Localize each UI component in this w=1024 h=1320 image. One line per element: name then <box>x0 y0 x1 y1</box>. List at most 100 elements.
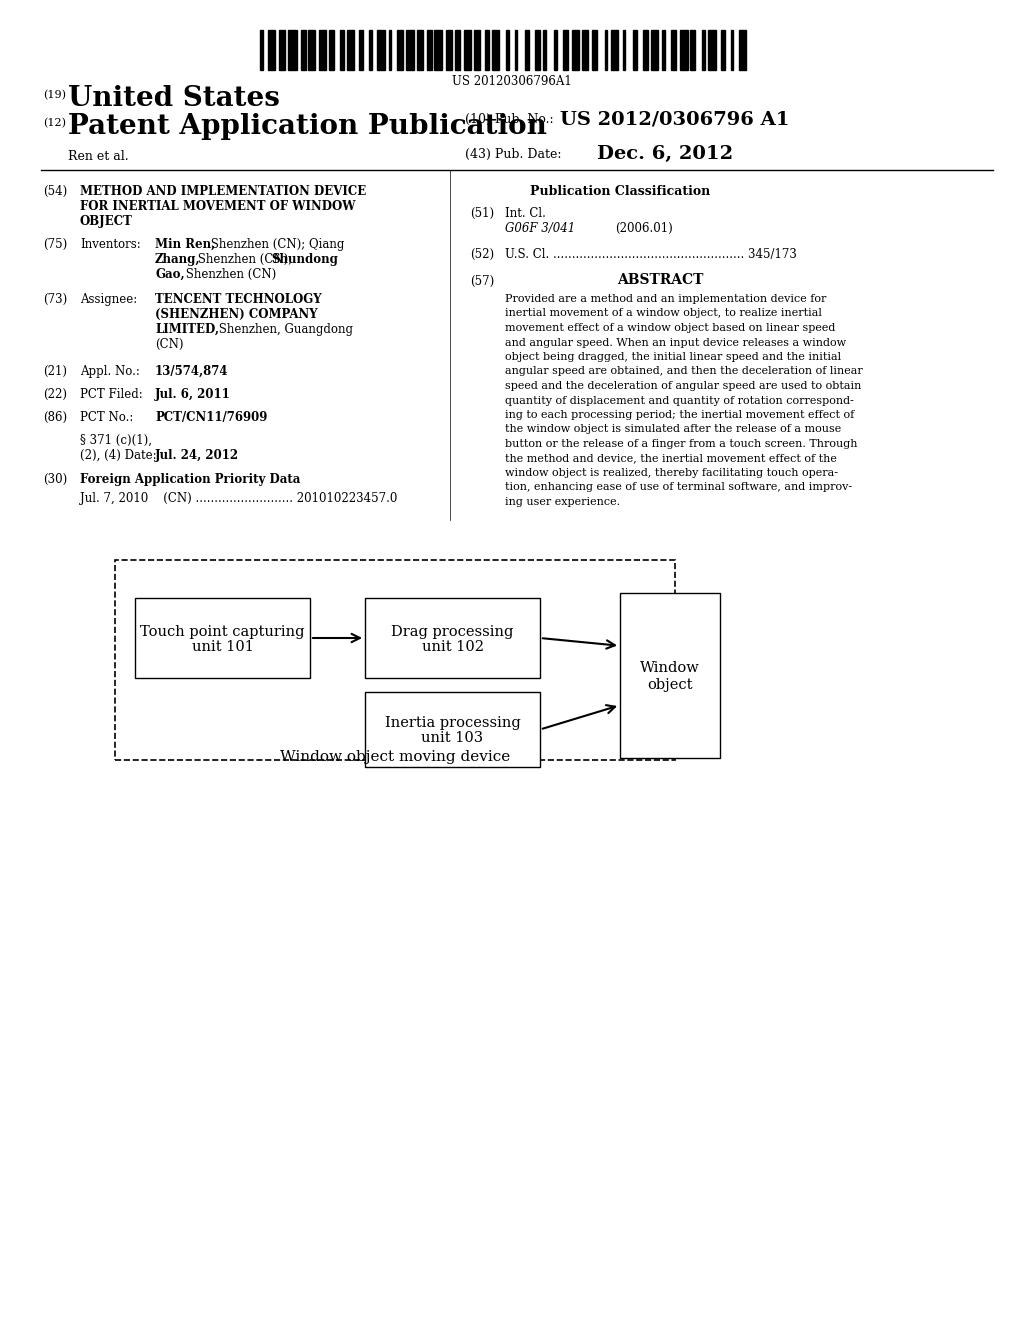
Text: (2006.01): (2006.01) <box>615 222 673 235</box>
Text: § 371 (c)(1),: § 371 (c)(1), <box>80 434 152 447</box>
Text: Gao,: Gao, <box>155 268 184 281</box>
Text: G06F 3/041: G06F 3/041 <box>505 222 575 235</box>
Bar <box>671 30 676 70</box>
Text: (52): (52) <box>470 248 495 261</box>
Text: the method and device, the inertial movement effect of the: the method and device, the inertial move… <box>505 454 837 463</box>
Text: window object is realized, thereby facilitating touch opera-: window object is realized, thereby facil… <box>505 469 838 478</box>
Text: speed and the deceleration of angular speed are used to obtain: speed and the deceleration of angular sp… <box>505 381 861 391</box>
Text: (73): (73) <box>43 293 68 306</box>
Text: Window object moving device: Window object moving device <box>280 750 510 764</box>
Bar <box>417 30 423 70</box>
Text: (54): (54) <box>43 185 68 198</box>
Bar <box>445 30 453 70</box>
Bar <box>474 30 480 70</box>
Text: (22): (22) <box>43 388 67 401</box>
Bar <box>377 30 385 70</box>
Bar <box>721 30 725 70</box>
Bar <box>455 30 460 70</box>
Bar <box>359 30 364 70</box>
Text: Jul. 7, 2010    (CN) .......................... 201010223457.0: Jul. 7, 2010 (CN) ......................… <box>80 492 397 506</box>
Text: ing user experience.: ing user experience. <box>505 498 621 507</box>
Text: Appl. No.:: Appl. No.: <box>80 366 140 378</box>
Bar <box>690 30 695 70</box>
Text: FOR INERTIAL MOVEMENT OF WINDOW: FOR INERTIAL MOVEMENT OF WINDOW <box>80 201 355 213</box>
Bar <box>464 30 471 70</box>
Text: METHOD AND IMPLEMENTATION DEVICE: METHOD AND IMPLEMENTATION DEVICE <box>80 185 367 198</box>
Bar <box>427 30 432 70</box>
Bar <box>663 30 665 70</box>
Text: Int. Cl.: Int. Cl. <box>505 207 546 220</box>
Text: United States: United States <box>68 84 280 112</box>
Bar <box>365 692 540 767</box>
Bar <box>571 30 580 70</box>
Text: Inventors:: Inventors: <box>80 238 140 251</box>
Text: U.S. Cl. ................................................... 345/173: U.S. Cl. ...............................… <box>505 248 797 261</box>
Text: (30): (30) <box>43 473 68 486</box>
Text: Shenzhen (CN): Shenzhen (CN) <box>182 268 276 281</box>
Text: (86): (86) <box>43 411 68 424</box>
Text: Shenzhen, Guangdong: Shenzhen, Guangdong <box>215 323 353 337</box>
Bar <box>340 30 344 70</box>
Text: PCT No.:: PCT No.: <box>80 411 133 424</box>
Bar <box>514 30 517 70</box>
Text: Shundong: Shundong <box>271 253 338 267</box>
Text: (51): (51) <box>470 207 495 220</box>
Bar <box>329 30 334 70</box>
Bar <box>267 30 275 70</box>
Bar <box>643 30 648 70</box>
Bar <box>434 30 442 70</box>
Bar <box>623 30 626 70</box>
Text: Ren et al.: Ren et al. <box>68 150 129 162</box>
Text: Inertia processing: Inertia processing <box>385 717 520 730</box>
Text: Min Ren,: Min Ren, <box>155 238 215 251</box>
Text: Jul. 6, 2011: Jul. 6, 2011 <box>155 388 230 401</box>
Text: Publication Classification: Publication Classification <box>529 185 710 198</box>
Text: Window: Window <box>640 661 699 676</box>
Text: (21): (21) <box>43 366 67 378</box>
Bar <box>397 30 402 70</box>
Text: (10) Pub. No.:: (10) Pub. No.: <box>465 114 554 125</box>
Text: Drag processing: Drag processing <box>391 624 514 639</box>
Bar <box>563 30 568 70</box>
Text: (SHENZHEN) COMPANY: (SHENZHEN) COMPANY <box>155 308 317 321</box>
Text: movement effect of a window object based on linear speed: movement effect of a window object based… <box>505 323 836 333</box>
Bar <box>582 30 589 70</box>
Text: US 20120306796A1: US 20120306796A1 <box>453 75 571 88</box>
Text: inertial movement of a window object, to realize inertial: inertial movement of a window object, to… <box>505 309 822 318</box>
Bar <box>535 30 540 70</box>
Text: and angular speed. When an input device releases a window: and angular speed. When an input device … <box>505 338 846 347</box>
Text: Shenzhen (CN);: Shenzhen (CN); <box>194 253 296 267</box>
Text: unit 103: unit 103 <box>422 731 483 746</box>
Text: Jul. 24, 2012: Jul. 24, 2012 <box>155 449 240 462</box>
Text: (2), (4) Date:: (2), (4) Date: <box>80 449 157 462</box>
Text: ABSTRACT: ABSTRACT <box>616 273 703 286</box>
Bar <box>738 30 746 70</box>
Text: unit 101: unit 101 <box>191 640 253 653</box>
Text: angular speed are obtained, and then the deceleration of linear: angular speed are obtained, and then the… <box>505 367 863 376</box>
Text: (57): (57) <box>470 275 495 288</box>
Bar <box>301 30 306 70</box>
Text: 13/574,874: 13/574,874 <box>155 366 228 378</box>
Bar <box>708 30 716 70</box>
Bar <box>701 30 706 70</box>
Text: button or the release of a finger from a touch screen. Through: button or the release of a finger from a… <box>505 440 857 449</box>
Text: tion, enhancing ease of use of terminal software, and improv-: tion, enhancing ease of use of terminal … <box>505 483 852 492</box>
Bar <box>115 560 675 760</box>
Text: PCT/CN11/76909: PCT/CN11/76909 <box>155 411 267 424</box>
Bar <box>731 30 733 70</box>
Bar <box>365 598 540 678</box>
Text: Dec. 6, 2012: Dec. 6, 2012 <box>597 145 733 162</box>
Bar <box>543 30 547 70</box>
Bar <box>308 30 314 70</box>
Bar <box>680 30 688 70</box>
Text: (CN): (CN) <box>155 338 183 351</box>
Bar <box>260 30 262 70</box>
Bar <box>346 30 354 70</box>
Text: (12): (12) <box>43 117 66 128</box>
Text: the window object is simulated after the release of a mouse: the window object is simulated after the… <box>505 425 842 434</box>
Bar <box>318 30 327 70</box>
Bar <box>135 598 310 678</box>
Bar <box>506 30 510 70</box>
Text: quantity of displacement and quantity of rotation correspond-: quantity of displacement and quantity of… <box>505 396 854 405</box>
Text: Shenzhen (CN); Qiang: Shenzhen (CN); Qiang <box>207 238 344 251</box>
